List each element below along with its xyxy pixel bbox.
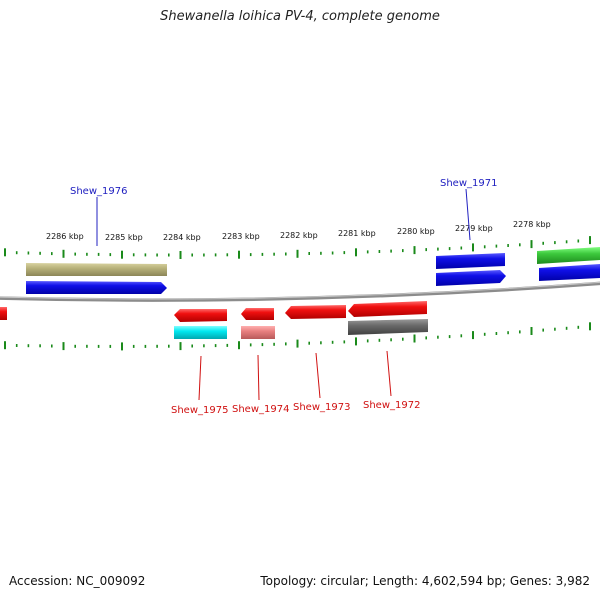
scale-label-2284: 2284 kbp <box>163 233 201 242</box>
shew-1974-leader <box>257 354 260 401</box>
gene-shew-1975-arrow[interactable] <box>174 309 227 322</box>
scale-label-2279: 2279 kbp <box>455 224 493 233</box>
shew-1975-leader <box>198 355 202 401</box>
gene-shew-1971-bar[interactable] <box>436 253 505 269</box>
genome-backbone-highlight <box>0 281 600 300</box>
gray-feature-bar[interactable] <box>348 319 428 335</box>
pink-feature-bar[interactable] <box>241 326 275 339</box>
gene-shew-1976-arrow[interactable] <box>26 281 167 294</box>
scale-label-2280: 2280 kbp <box>397 227 435 236</box>
gene-label-shew-1974[interactable]: Shew_1974 <box>232 404 289 415</box>
inner-scale-ticks <box>4 322 591 351</box>
gene-label-shew-1972[interactable]: Shew_1972 <box>363 400 420 411</box>
scale-label-2286: 2286 kbp <box>46 232 84 241</box>
gene-label-shew-1971[interactable]: Shew_1971 <box>440 178 497 189</box>
shew-1972-leader <box>386 350 392 397</box>
gene-shew-1972-arrow[interactable] <box>348 301 427 317</box>
gene-shew-1970-arrow[interactable] <box>436 270 506 286</box>
cyan-feature-bar[interactable] <box>174 326 227 339</box>
genome-backbone <box>0 281 600 302</box>
scale-label-2278: 2278 kbp <box>513 220 551 229</box>
map-title: Shewanella loihica PV-4, complete genome <box>160 9 440 24</box>
outer-scale-ticks <box>4 236 591 259</box>
scale-label-2282: 2282 kbp <box>280 231 318 240</box>
gene-label-shew-1975[interactable]: Shew_1975 <box>171 405 228 416</box>
scale-label-2285: 2285 kbp <box>105 233 143 242</box>
gene-shew-1974-arrow[interactable] <box>241 308 274 320</box>
khaki-feature-bar[interactable] <box>26 263 167 276</box>
gene-shew-1973-arrow[interactable] <box>285 305 346 319</box>
scale-label-2283: 2283 kbp <box>222 232 260 241</box>
gene-right-edge-arrow[interactable] <box>539 264 600 281</box>
gene-label-shew-1976[interactable]: Shew_1976 <box>70 186 127 197</box>
shew-1973-leader <box>315 352 321 399</box>
gene-label-shew-1973[interactable]: Shew_1973 <box>293 402 350 413</box>
topology-text: Topology: circular; Length: 4,602,594 bp… <box>260 574 590 588</box>
accession-text: Accession: NC_009092 <box>9 574 146 588</box>
green-feature-bar[interactable] <box>537 247 600 264</box>
shew-1971-leader <box>465 188 471 241</box>
gene-left-edge-arrow[interactable] <box>0 307 7 320</box>
scale-label-2281: 2281 kbp <box>338 229 376 238</box>
